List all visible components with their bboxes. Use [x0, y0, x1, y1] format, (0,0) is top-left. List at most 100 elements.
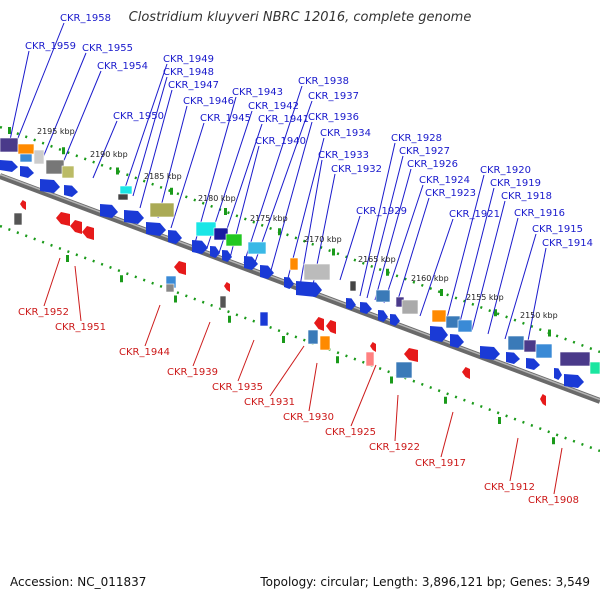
reverse-gene-label[interactable]: CKR_1952: [18, 307, 69, 318]
reverse-gene-label[interactable]: CKR_1931: [244, 397, 295, 408]
reverse-gene-label[interactable]: CKR_1922: [369, 442, 420, 453]
forward-gene-label[interactable]: CKR_1945: [200, 113, 251, 124]
forward-gene-arrow[interactable]: [506, 352, 520, 364]
reverse-gene-feature[interactable]: [319, 335, 331, 351]
forward-gene-feature[interactable]: [535, 343, 553, 359]
reverse-gene-label[interactable]: CKR_1944: [119, 347, 170, 358]
forward-gene-label[interactable]: CKR_1924: [419, 175, 470, 186]
reverse-gene-label[interactable]: CKR_1908: [528, 495, 579, 506]
reverse-gene-feature[interactable]: [307, 329, 319, 345]
forward-gene-arrow[interactable]: [564, 374, 584, 388]
forward-gene-arrow[interactable]: [260, 265, 274, 279]
forward-gene-label[interactable]: CKR_1936: [308, 112, 359, 123]
reverse-gene-label[interactable]: CKR_1925: [325, 427, 376, 438]
reverse-gene-arrow[interactable]: [540, 394, 546, 406]
forward-gene-label[interactable]: CKR_1932: [331, 164, 382, 175]
forward-gene-label[interactable]: CKR_1949: [163, 54, 214, 65]
forward-gene-feature[interactable]: [225, 233, 243, 247]
forward-gene-label[interactable]: CKR_1959: [25, 41, 76, 52]
forward-gene-feature[interactable]: [375, 289, 391, 303]
reverse-gene-arrow[interactable]: [370, 342, 376, 352]
forward-gene-label[interactable]: CKR_1919: [490, 178, 541, 189]
forward-gene-feature[interactable]: [289, 257, 299, 271]
forward-gene-arrow[interactable]: [20, 166, 34, 178]
forward-gene-label[interactable]: CKR_1946: [183, 96, 234, 107]
reverse-gene-label[interactable]: CKR_1951: [55, 322, 106, 333]
forward-gene-arrow[interactable]: [390, 314, 400, 326]
forward-gene-feature[interactable]: [117, 193, 129, 201]
forward-gene-label[interactable]: CKR_1937: [308, 91, 359, 102]
forward-gene-label[interactable]: CKR_1947: [168, 80, 219, 91]
forward-gene-arrow[interactable]: [192, 240, 208, 254]
forward-gene-feature[interactable]: [559, 351, 591, 367]
forward-gene-arrow[interactable]: [450, 334, 464, 348]
forward-gene-feature[interactable]: [523, 339, 537, 353]
forward-gene-feature[interactable]: [247, 241, 267, 255]
reverse-gene-arrow[interactable]: [56, 212, 70, 226]
forward-gene-label[interactable]: CKR_1940: [255, 136, 306, 147]
forward-gene-arrow[interactable]: [554, 368, 562, 380]
reverse-gene-arrow[interactable]: [224, 282, 230, 292]
forward-gene-feature[interactable]: [401, 299, 419, 315]
forward-gene-feature[interactable]: [149, 202, 175, 218]
forward-gene-feature[interactable]: [303, 263, 331, 281]
forward-gene-feature[interactable]: [33, 149, 45, 165]
forward-gene-label[interactable]: CKR_1948: [163, 67, 214, 78]
reverse-gene-feature[interactable]: [365, 351, 375, 367]
forward-gene-arrow[interactable]: [168, 230, 182, 244]
forward-gene-label[interactable]: CKR_1938: [298, 76, 349, 87]
reverse-gene-label[interactable]: CKR_1917: [415, 458, 466, 469]
forward-gene-label[interactable]: CKR_1914: [542, 238, 593, 249]
forward-gene-feature[interactable]: [45, 159, 65, 175]
reverse-gene-arrow[interactable]: [20, 200, 26, 210]
forward-gene-feature[interactable]: [17, 143, 35, 155]
forward-gene-label[interactable]: CKR_1929: [356, 206, 407, 217]
forward-gene-feature[interactable]: [589, 361, 600, 375]
reverse-gene-arrow[interactable]: [314, 317, 324, 331]
forward-gene-arrow[interactable]: [526, 358, 540, 370]
forward-gene-arrow[interactable]: [360, 302, 372, 314]
forward-gene-label[interactable]: CKR_1941: [258, 114, 309, 125]
forward-gene-arrow[interactable]: [284, 277, 294, 289]
forward-gene-label[interactable]: CKR_1923: [425, 188, 476, 199]
forward-gene-feature[interactable]: [0, 137, 19, 153]
forward-gene-arrow[interactable]: [124, 210, 144, 224]
reverse-gene-feature[interactable]: [165, 283, 175, 293]
forward-gene-feature[interactable]: [195, 221, 217, 237]
forward-gene-arrow[interactable]: [222, 250, 232, 262]
forward-gene-label[interactable]: CKR_1916: [514, 208, 565, 219]
forward-gene-arrow[interactable]: [346, 298, 356, 310]
forward-gene-label[interactable]: CKR_1928: [391, 133, 442, 144]
forward-gene-label[interactable]: CKR_1933: [318, 150, 369, 161]
forward-gene-label[interactable]: CKR_1926: [407, 159, 458, 170]
forward-gene-label[interactable]: CKR_1934: [320, 128, 371, 139]
reverse-gene-feature[interactable]: [395, 361, 413, 379]
forward-gene-label[interactable]: CKR_1955: [82, 43, 133, 54]
forward-gene-arrow[interactable]: [244, 256, 258, 270]
forward-gene-arrow[interactable]: [146, 222, 166, 236]
forward-gene-arrow[interactable]: [378, 310, 388, 322]
reverse-gene-label[interactable]: CKR_1939: [167, 367, 218, 378]
reverse-gene-arrow[interactable]: [326, 320, 336, 334]
forward-gene-feature[interactable]: [431, 309, 447, 323]
forward-gene-label[interactable]: CKR_1918: [501, 191, 552, 202]
forward-gene-label[interactable]: CKR_1943: [232, 87, 283, 98]
forward-gene-label[interactable]: CKR_1921: [449, 209, 500, 220]
reverse-gene-arrow[interactable]: [174, 261, 186, 275]
forward-gene-label[interactable]: CKR_1954: [97, 61, 148, 72]
reverse-gene-feature[interactable]: [259, 311, 269, 327]
forward-gene-label[interactable]: CKR_1958: [60, 13, 111, 24]
forward-gene-label[interactable]: CKR_1927: [399, 146, 450, 157]
forward-gene-arrow[interactable]: [0, 160, 18, 172]
forward-gene-label[interactable]: CKR_1920: [480, 165, 531, 176]
reverse-gene-label[interactable]: CKR_1935: [212, 382, 263, 393]
reverse-gene-feature[interactable]: [13, 212, 23, 226]
forward-gene-arrow[interactable]: [100, 204, 118, 218]
forward-gene-label[interactable]: CKR_1950: [113, 111, 164, 122]
forward-gene-feature[interactable]: [119, 185, 133, 195]
forward-gene-feature[interactable]: [19, 153, 33, 163]
reverse-gene-arrow[interactable]: [82, 226, 94, 240]
forward-gene-arrow[interactable]: [64, 185, 78, 197]
forward-gene-feature[interactable]: [61, 165, 75, 179]
forward-gene-feature[interactable]: [457, 319, 473, 333]
